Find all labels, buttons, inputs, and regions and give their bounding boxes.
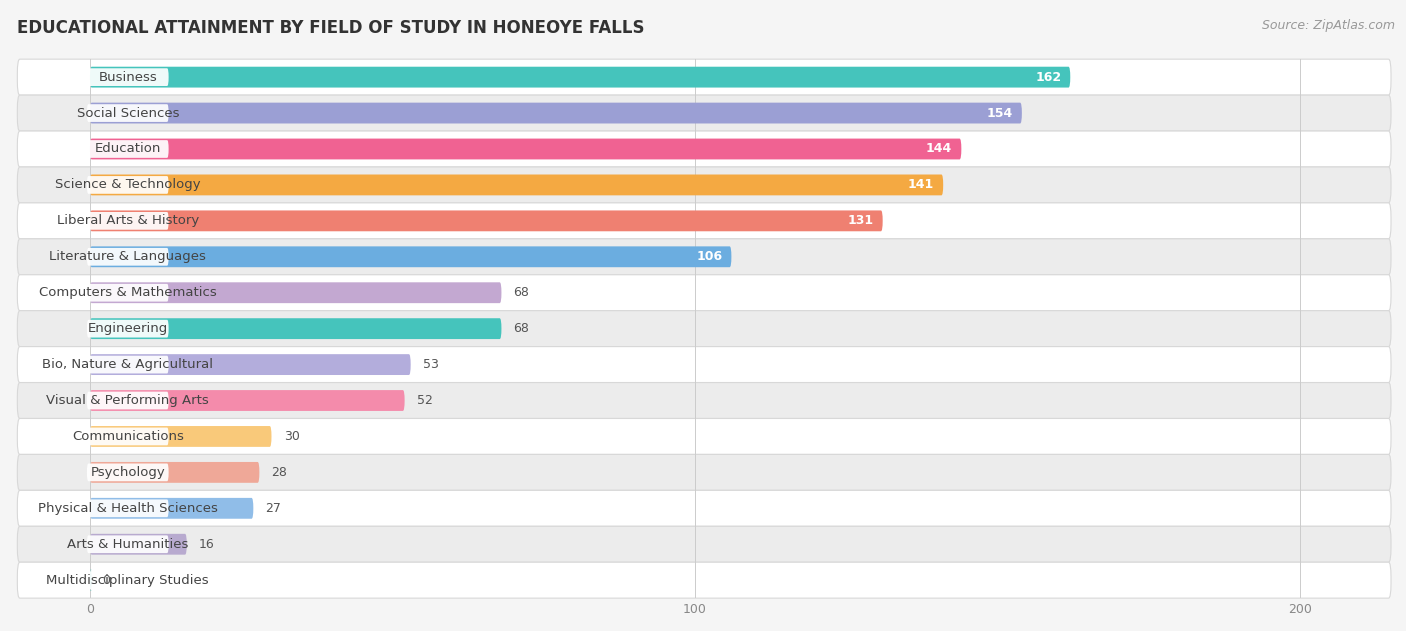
Text: 106: 106	[696, 251, 723, 263]
FancyBboxPatch shape	[87, 68, 169, 86]
FancyBboxPatch shape	[90, 211, 883, 232]
Text: 27: 27	[266, 502, 281, 515]
Text: 68: 68	[513, 322, 530, 335]
FancyBboxPatch shape	[90, 354, 411, 375]
Text: Science & Technology: Science & Technology	[55, 179, 201, 191]
FancyBboxPatch shape	[17, 310, 1391, 346]
FancyBboxPatch shape	[17, 59, 1391, 95]
FancyBboxPatch shape	[87, 284, 169, 302]
FancyBboxPatch shape	[87, 535, 169, 553]
Text: Source: ZipAtlas.com: Source: ZipAtlas.com	[1261, 19, 1395, 32]
Text: Multidisciplinary Studies: Multidisciplinary Studies	[46, 574, 209, 587]
FancyBboxPatch shape	[87, 212, 169, 230]
Text: Liberal Arts & History: Liberal Arts & History	[56, 215, 198, 227]
Text: 68: 68	[513, 286, 530, 299]
FancyBboxPatch shape	[90, 246, 731, 267]
Text: Visual & Performing Arts: Visual & Performing Arts	[46, 394, 209, 407]
FancyBboxPatch shape	[17, 167, 1391, 203]
FancyBboxPatch shape	[87, 176, 169, 194]
Text: Social Sciences: Social Sciences	[76, 107, 179, 119]
Text: 0: 0	[103, 574, 110, 587]
FancyBboxPatch shape	[90, 175, 943, 196]
Text: Physical & Health Sciences: Physical & Health Sciences	[38, 502, 218, 515]
FancyBboxPatch shape	[17, 490, 1391, 526]
Text: 30: 30	[284, 430, 299, 443]
FancyBboxPatch shape	[17, 239, 1391, 274]
Text: 28: 28	[271, 466, 287, 479]
Text: Arts & Humanities: Arts & Humanities	[67, 538, 188, 551]
FancyBboxPatch shape	[90, 67, 1070, 88]
FancyBboxPatch shape	[17, 95, 1391, 131]
Text: 16: 16	[198, 538, 215, 551]
FancyBboxPatch shape	[17, 131, 1391, 167]
Text: 162: 162	[1035, 71, 1062, 84]
FancyBboxPatch shape	[90, 498, 253, 519]
FancyBboxPatch shape	[90, 282, 502, 303]
Text: Communications: Communications	[72, 430, 184, 443]
FancyBboxPatch shape	[87, 356, 169, 374]
FancyBboxPatch shape	[90, 139, 962, 160]
FancyBboxPatch shape	[90, 390, 405, 411]
FancyBboxPatch shape	[17, 454, 1391, 490]
Text: Education: Education	[94, 143, 160, 155]
Text: 154: 154	[987, 107, 1012, 119]
FancyBboxPatch shape	[87, 571, 169, 589]
Text: Bio, Nature & Agricultural: Bio, Nature & Agricultural	[42, 358, 214, 371]
Text: Engineering: Engineering	[87, 322, 167, 335]
FancyBboxPatch shape	[90, 534, 187, 555]
Text: 131: 131	[848, 215, 873, 227]
FancyBboxPatch shape	[17, 346, 1391, 382]
Text: 141: 141	[908, 179, 934, 191]
FancyBboxPatch shape	[17, 274, 1391, 310]
FancyBboxPatch shape	[90, 462, 259, 483]
Text: Computers & Mathematics: Computers & Mathematics	[39, 286, 217, 299]
Text: Psychology: Psychology	[90, 466, 165, 479]
Text: Business: Business	[98, 71, 157, 84]
FancyBboxPatch shape	[87, 428, 169, 445]
FancyBboxPatch shape	[87, 104, 169, 122]
FancyBboxPatch shape	[87, 464, 169, 481]
FancyBboxPatch shape	[90, 103, 1022, 124]
Text: EDUCATIONAL ATTAINMENT BY FIELD OF STUDY IN HONEOYE FALLS: EDUCATIONAL ATTAINMENT BY FIELD OF STUDY…	[17, 19, 644, 37]
FancyBboxPatch shape	[90, 318, 502, 339]
Text: 144: 144	[927, 143, 952, 155]
Text: Literature & Languages: Literature & Languages	[49, 251, 207, 263]
FancyBboxPatch shape	[90, 570, 91, 591]
FancyBboxPatch shape	[90, 426, 271, 447]
FancyBboxPatch shape	[87, 500, 169, 517]
FancyBboxPatch shape	[17, 562, 1391, 598]
FancyBboxPatch shape	[87, 140, 169, 158]
Text: 52: 52	[416, 394, 433, 407]
FancyBboxPatch shape	[17, 203, 1391, 239]
FancyBboxPatch shape	[17, 526, 1391, 562]
Text: 53: 53	[423, 358, 439, 371]
FancyBboxPatch shape	[87, 392, 169, 410]
FancyBboxPatch shape	[17, 418, 1391, 454]
FancyBboxPatch shape	[87, 248, 169, 266]
FancyBboxPatch shape	[17, 382, 1391, 418]
FancyBboxPatch shape	[87, 320, 169, 338]
